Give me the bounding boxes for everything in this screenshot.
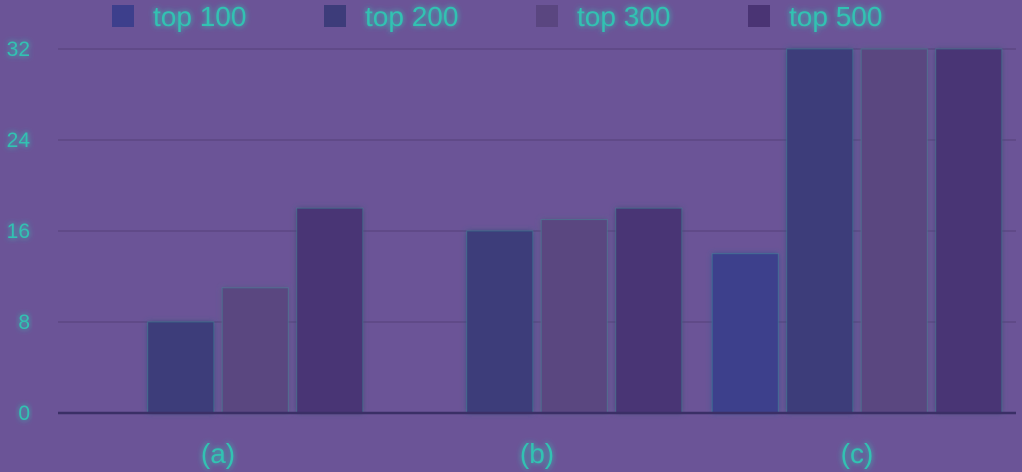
bar (711, 253, 779, 414)
bar (615, 207, 683, 414)
bar (540, 219, 608, 414)
gridlines (58, 48, 1016, 323)
y-tick-label: 16 (7, 220, 30, 243)
y-tick-label: 8 (18, 311, 30, 334)
bar (935, 48, 1003, 414)
legend-swatch (536, 5, 558, 27)
legend: top 100 top 200 top 300 top 500 (112, 1, 882, 32)
y-tick-label: 32 (7, 38, 30, 61)
bar (860, 48, 928, 414)
bars (147, 48, 1003, 414)
legend-swatch (324, 5, 346, 27)
bar (786, 48, 854, 414)
bar (296, 207, 364, 414)
x-category-label: (a) (201, 438, 235, 469)
x-category-label: (b) (520, 438, 554, 469)
y-tick-label: 24 (7, 129, 31, 152)
legend-swatch (112, 5, 134, 27)
legend-label: top 500 (789, 1, 882, 32)
legend-label: top 100 (153, 1, 246, 32)
legend-label: top 200 (365, 1, 458, 32)
bar (147, 321, 215, 414)
bar (221, 287, 289, 414)
axes: 0 8 16 24 32 (a) (b) (c) (7, 38, 1016, 469)
x-category-label: (c) (841, 438, 874, 469)
legend-swatch (748, 5, 770, 27)
legend-label: top 300 (577, 1, 670, 32)
y-tick-label: 0 (18, 402, 30, 425)
bar (466, 230, 534, 414)
